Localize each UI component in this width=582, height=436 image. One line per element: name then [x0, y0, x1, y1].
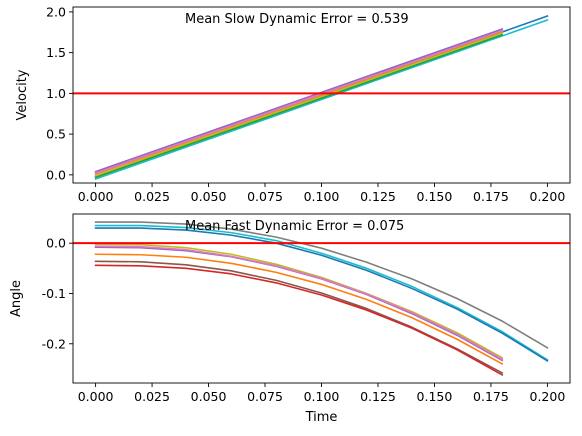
series-line-6: [94, 29, 504, 175]
x-tick-label: 0.200: [530, 189, 566, 204]
axes-frame: [72, 213, 571, 384]
panel-1: 0.000 0.025 0.050 0.075 0.100 0.125 0.150 0.175…: [15, 4, 571, 204]
y-tick-label: -0.1: [42, 286, 66, 301]
series-line-2: [94, 224, 549, 361]
x-tick-label: 0.125: [360, 389, 396, 404]
y-tick-label: 1.5: [46, 45, 66, 60]
series-line-7: [94, 27, 504, 173]
y-axis-label: Velocity: [15, 69, 30, 120]
x-tick-label: 0.100: [304, 389, 340, 404]
error-annotation: Mean Slow Dynamic Error = 0.539: [185, 12, 409, 27]
series-group: [73, 221, 570, 377]
y-tick-label: 0.0: [46, 236, 66, 251]
series-line-7: [94, 253, 504, 365]
x-tick-label: 0.025: [134, 389, 170, 404]
y-tick-label: -0.2: [42, 336, 66, 351]
series-line-1: [94, 221, 549, 349]
x-tick-label: 0.200: [530, 389, 566, 404]
series-line-3: [94, 33, 504, 179]
series-group: [73, 14, 570, 180]
series-line-2: [94, 19, 549, 180]
y-tick-label: 1.0: [46, 86, 66, 101]
y-tick-label: 2.0: [46, 4, 66, 19]
x-tick-label: 0.000: [78, 189, 114, 204]
series-line-5: [94, 246, 504, 362]
x-tick-label: 0.000: [78, 389, 114, 404]
x-tick-label: 0.150: [417, 389, 453, 404]
x-tick-label: 0.150: [417, 189, 453, 204]
x-tick-label: 0.125: [360, 189, 396, 204]
y-tick-label: 0.5: [46, 127, 66, 142]
x-tick-label: 0.175: [473, 389, 509, 404]
error-annotation: Mean Fast Dynamic Error = 0.075: [185, 219, 404, 234]
y-tick-label: 0.0: [46, 167, 66, 182]
series-line-3: [94, 227, 549, 362]
x-axis-label: Time: [305, 410, 338, 425]
series-line-9: [94, 264, 504, 377]
series-line-4: [94, 243, 504, 359]
x-tick-label: 0.175: [473, 189, 509, 204]
y-axis-label: Angle: [9, 280, 24, 317]
panel-2: 0.000 0.025 0.050 0.075 0.100 0.125 0.150 0.175…: [9, 213, 571, 425]
series-line-6: [94, 245, 504, 361]
x-tick-label: 0.050: [191, 389, 227, 404]
x-tick-label: 0.075: [247, 389, 283, 404]
x-tick-label: 0.100: [304, 189, 340, 204]
series-line-8: [94, 260, 504, 375]
x-tick-label: 0.075: [247, 189, 283, 204]
series-line-4: [94, 32, 504, 177]
x-tick-label: 0.025: [134, 189, 170, 204]
x-tick-label: 0.050: [191, 189, 227, 204]
